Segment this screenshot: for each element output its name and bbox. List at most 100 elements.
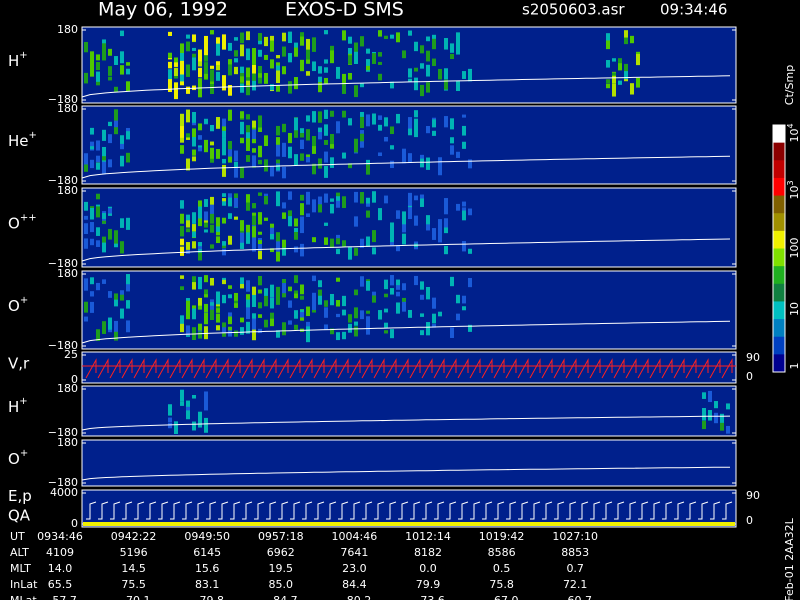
spectrogram-cell	[300, 153, 304, 161]
spectrogram-cell	[186, 325, 190, 336]
spectrogram-cell	[612, 83, 616, 97]
spectrogram-cell	[378, 310, 382, 319]
spectrogram-cell	[102, 39, 106, 47]
spectrogram-cell	[96, 162, 100, 170]
spectrogram-cell	[312, 40, 316, 52]
spectrogram-cell	[360, 192, 364, 204]
spectrogram-cell	[246, 232, 250, 244]
spectrogram-cell	[192, 128, 196, 138]
panel-label: H+	[8, 396, 28, 416]
title-instrument: EXOS-D SMS	[285, 0, 404, 21]
spectrogram-cell	[270, 248, 274, 253]
spectrogram-cell	[276, 249, 280, 262]
spectrogram-cell	[306, 129, 310, 141]
spectrogram-cell	[294, 310, 298, 319]
y-tick-label: −180	[48, 93, 78, 106]
spectrogram-cell	[204, 294, 208, 298]
spectrogram-cell	[90, 127, 94, 135]
spectrogram-cell	[216, 291, 220, 305]
spectrogram-cell	[216, 305, 220, 311]
spectrogram-cell	[102, 146, 106, 157]
spectrogram-cell	[378, 30, 382, 37]
colorbar-tick-exp: 4	[786, 123, 795, 128]
spectrogram-cell	[204, 423, 208, 433]
cell: 75.5	[121, 578, 146, 591]
spectrogram-cell	[234, 330, 238, 337]
spectrogram-cell	[324, 307, 328, 318]
spectrogram-cell	[180, 315, 184, 326]
spectrogram-cell	[414, 67, 418, 72]
spectrogram-cell	[114, 230, 118, 241]
spectrogram-cell	[126, 217, 130, 230]
spectrogram-cell	[306, 326, 310, 338]
spectrogram-cell	[366, 236, 370, 247]
panel-label-base: H	[8, 398, 19, 416]
spectrogram-cell	[258, 314, 262, 318]
spectrogram-cell	[216, 236, 220, 244]
spectrogram-cell	[336, 234, 340, 239]
spectrogram-cell	[330, 331, 334, 335]
spectrogram-cell	[204, 222, 208, 228]
spectrogram-cell	[102, 54, 106, 61]
spectrogram-cell	[324, 151, 328, 163]
spectrogram-cell	[204, 139, 208, 153]
spectrogram-cell	[114, 238, 118, 244]
spectrogram-cell	[168, 79, 172, 93]
cell: 8586	[488, 546, 516, 559]
spectrogram-cell	[126, 68, 130, 75]
spectrogram-cell	[312, 37, 316, 46]
spectrogram-cell	[402, 233, 406, 245]
spectrogram-cell	[126, 156, 130, 161]
spectrogram-cell	[120, 155, 124, 167]
spectrogram-cell	[318, 280, 322, 288]
spectrogram-cell	[384, 279, 388, 290]
spectrogram-cell	[378, 316, 382, 320]
spectrogram-cell	[432, 119, 436, 128]
spectrogram-cell	[468, 278, 472, 288]
cell: 65.5	[48, 578, 73, 591]
spectrogram-cell	[390, 233, 394, 243]
y-tick-label: −180	[48, 476, 78, 489]
spectrogram-cell	[90, 222, 94, 233]
spectrogram-cell	[246, 156, 250, 162]
spectrogram-cell	[720, 421, 724, 431]
spectrogram-cell	[360, 276, 364, 287]
spectrogram-cell	[186, 307, 190, 320]
spectrogram-cell	[216, 64, 220, 71]
spectrogram-cell	[450, 53, 454, 60]
panel-label-base: V,r	[8, 354, 30, 372]
spectrogram-cell	[222, 78, 226, 84]
spectrogram-cell	[186, 410, 190, 417]
spectrogram-cell	[192, 156, 196, 162]
spectrogram-cell	[450, 43, 454, 53]
spectrogram-cell	[264, 288, 268, 298]
spectrogram-cell	[366, 203, 370, 207]
spectrogram-cell	[366, 59, 370, 72]
spectrogram-cell	[252, 79, 256, 91]
spectrogram-cell	[324, 77, 328, 84]
spectrogram-cell	[234, 166, 238, 178]
spectrogram-cell	[198, 323, 202, 331]
spectrogram-cell	[282, 239, 286, 248]
spectrogram-cell	[282, 47, 286, 57]
trajectory-line	[81, 75, 731, 98]
spectrogram-cell	[102, 129, 106, 141]
spectrogram-cell	[276, 330, 280, 338]
spectrogram-cell	[324, 109, 328, 119]
spectrogram-cell	[180, 68, 184, 82]
spectrogram-cell	[432, 297, 436, 309]
spectrogram-cell	[90, 292, 94, 297]
spectrogram-cell	[126, 127, 130, 132]
spectrogram-cell	[102, 321, 106, 334]
spectrogram-cell	[366, 65, 370, 71]
spectrogram-cell	[330, 45, 334, 55]
spectrogram-cell	[210, 309, 214, 321]
spectrogram-cell	[468, 248, 472, 254]
spectrogram-cell	[618, 63, 622, 71]
spectrogram-cell	[426, 326, 430, 336]
spectrogram-cell	[120, 69, 124, 75]
spectrogram-cell	[192, 212, 196, 224]
cell: 72.1	[563, 578, 588, 591]
colorbar-band	[773, 213, 785, 232]
spectrogram-cell	[210, 69, 214, 82]
